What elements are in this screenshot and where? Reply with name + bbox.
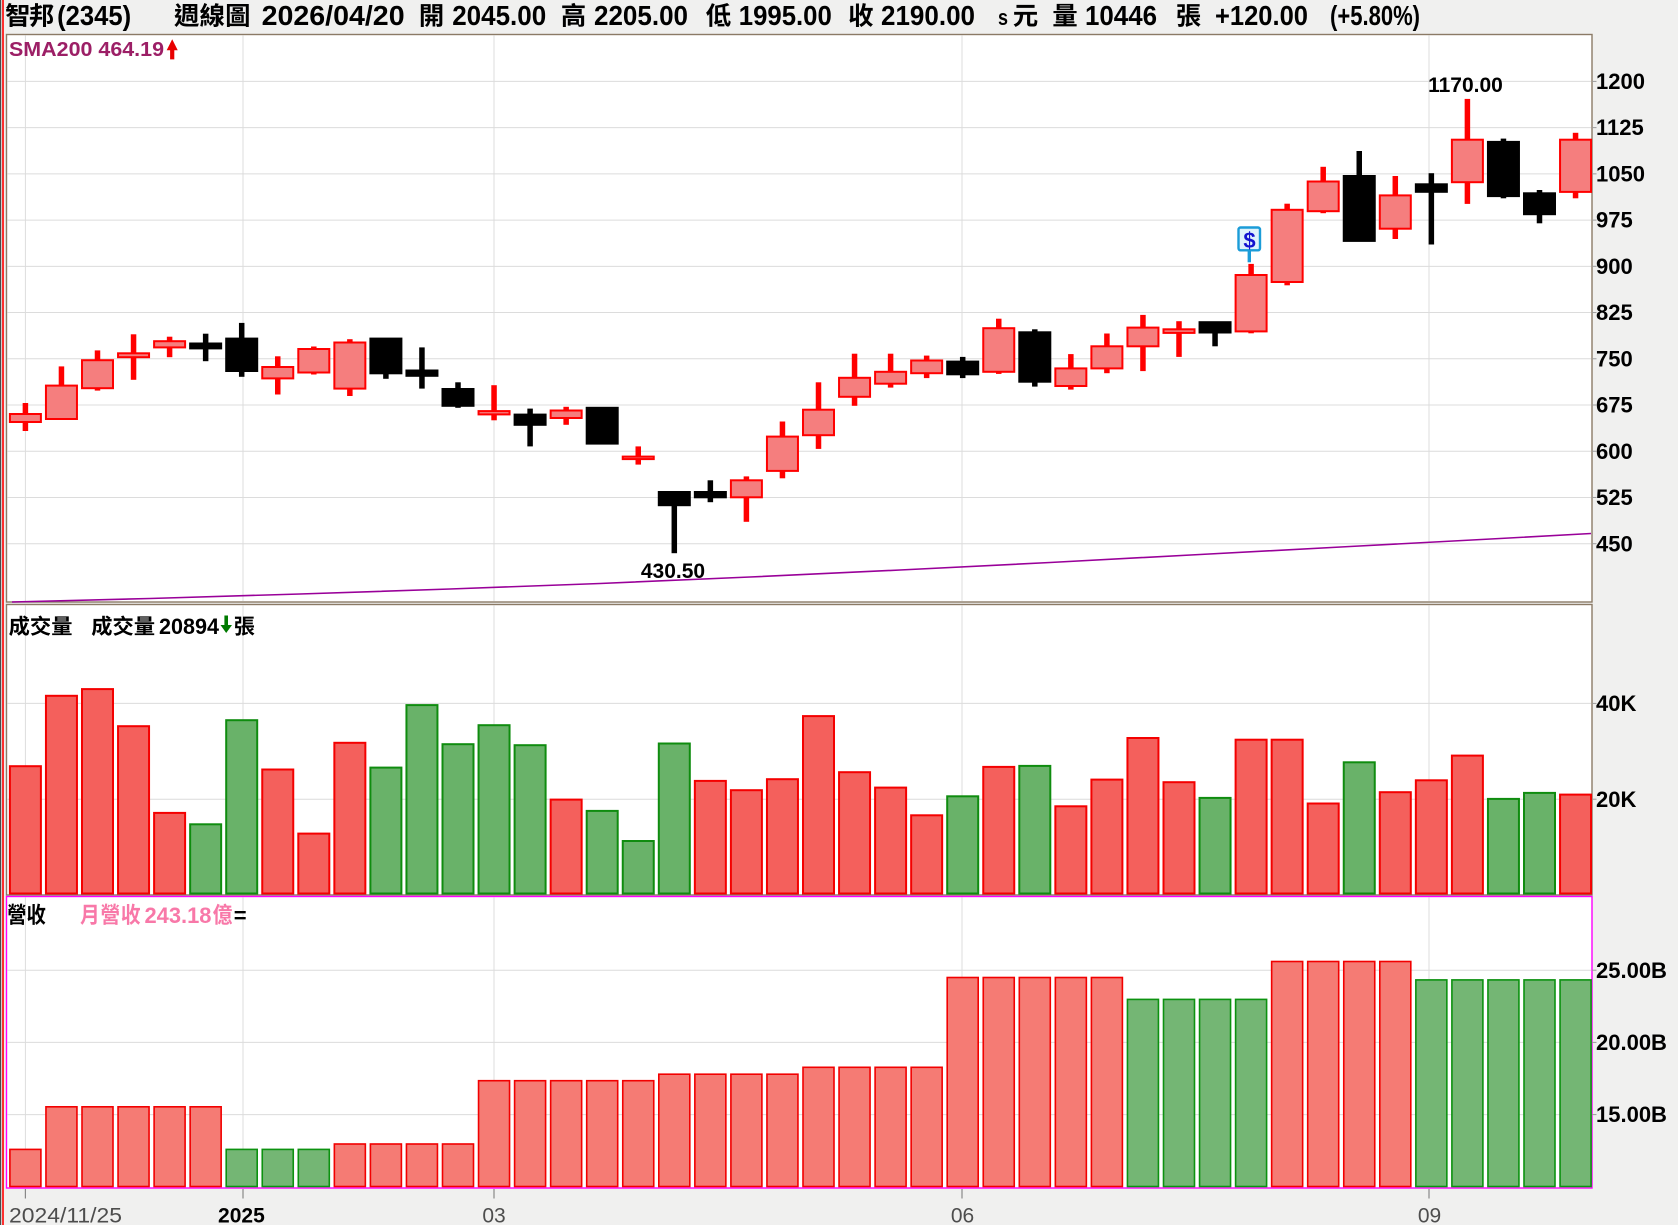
svg-text:15.00B: 15.00B [1596, 1102, 1667, 1127]
svg-text:975: 975 [1596, 208, 1633, 233]
svg-text:$: $ [1243, 228, 1255, 253]
svg-text:450: 450 [1596, 531, 1633, 556]
svg-text:243.18: 243.18 [145, 903, 212, 928]
svg-text:900: 900 [1596, 254, 1633, 279]
svg-text:20K: 20K [1596, 787, 1636, 812]
svg-text:1170.00: 1170.00 [1428, 74, 1503, 97]
svg-text:2190.00: 2190.00 [881, 0, 975, 31]
svg-text:20.00B: 20.00B [1596, 1030, 1667, 1055]
svg-text:20894: 20894 [159, 614, 220, 639]
svg-text:SMA200 464.19: SMA200 464.19 [9, 39, 164, 61]
svg-text:750: 750 [1596, 346, 1633, 371]
svg-text:2025: 2025 [218, 1205, 265, 1225]
svg-text:10446: 10446 [1085, 0, 1157, 31]
svg-text:1200: 1200 [1596, 69, 1645, 94]
svg-text:525: 525 [1596, 485, 1633, 510]
svg-text:825: 825 [1596, 300, 1633, 325]
svg-text:25.00B: 25.00B [1596, 958, 1667, 983]
svg-text:03: 03 [482, 1205, 505, 1225]
svg-text:2024/11/25: 2024/11/25 [9, 1205, 122, 1225]
svg-text:1050: 1050 [1596, 162, 1645, 187]
svg-text:(2345): (2345) [57, 0, 131, 31]
svg-text:2026/04/20: 2026/04/20 [262, 0, 405, 31]
svg-text:2205.00: 2205.00 [594, 0, 688, 31]
svg-text:2045.00: 2045.00 [452, 0, 546, 31]
svg-text:s: s [998, 5, 1008, 30]
svg-text:+120.00: +120.00 [1215, 0, 1308, 31]
svg-text:1995.00: 1995.00 [739, 0, 832, 31]
svg-text:09: 09 [1418, 1205, 1441, 1225]
svg-text:430.50: 430.50 [641, 560, 705, 583]
svg-text:40K: 40K [1596, 691, 1636, 716]
svg-text:=: = [234, 903, 247, 928]
svg-text:600: 600 [1596, 439, 1633, 464]
svg-text:06: 06 [951, 1205, 974, 1225]
svg-text:675: 675 [1596, 393, 1633, 418]
svg-text:(+5.80%): (+5.80%) [1330, 0, 1420, 31]
svg-text:1125: 1125 [1596, 115, 1644, 140]
